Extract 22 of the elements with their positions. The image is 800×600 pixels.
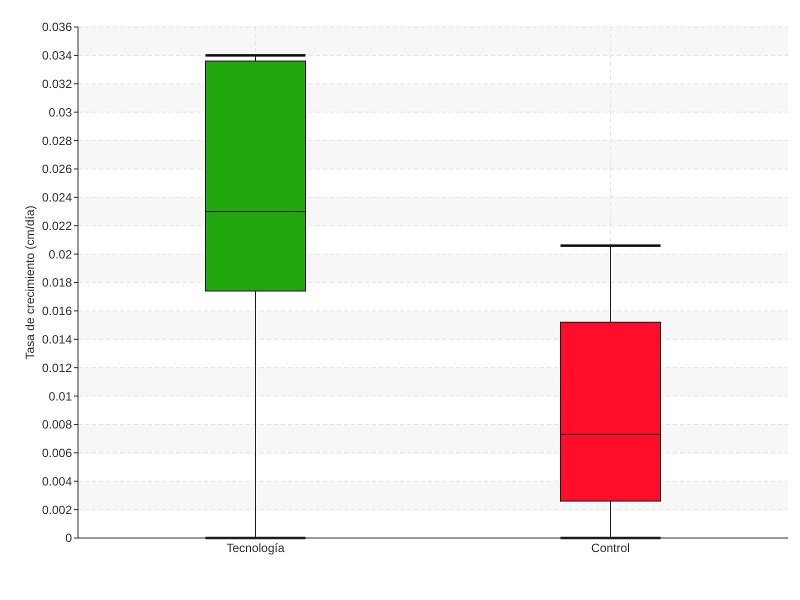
- y-tick-label: 0.036: [42, 20, 72, 34]
- y-tick-label: 0.016: [42, 304, 72, 318]
- y-tick-label: 0.03: [48, 105, 72, 120]
- y-tick-label: 0.008: [42, 418, 72, 432]
- y-tick-label: 0.02: [48, 247, 72, 262]
- y-tick-label: 0: [65, 531, 72, 546]
- y-tick-label: 0.018: [42, 276, 72, 290]
- y-tick-label: 0.006: [42, 446, 72, 460]
- y-tick-label: 0.012: [42, 360, 72, 375]
- y-tick-label: 0.004: [42, 474, 72, 488]
- y-tick-label: 0.032: [42, 76, 72, 91]
- y-tick-label: 0.002: [42, 502, 72, 517]
- y-tick-label: 0.028: [42, 134, 72, 148]
- y-tick-label: 0.026: [42, 162, 72, 176]
- y-tick-label: 0.034: [42, 48, 72, 63]
- y-axis-title: Tasa de crecimiento (cm/día): [23, 205, 37, 360]
- x-tick-label: Tecnología: [226, 541, 285, 555]
- y-tick-label: 0.022: [42, 218, 72, 233]
- x-tick-label: Control: [591, 541, 630, 555]
- y-tick-label: 0.024: [42, 190, 72, 205]
- y-tick-label: 0.014: [42, 332, 72, 346]
- y-tick-label: 0.01: [48, 389, 72, 404]
